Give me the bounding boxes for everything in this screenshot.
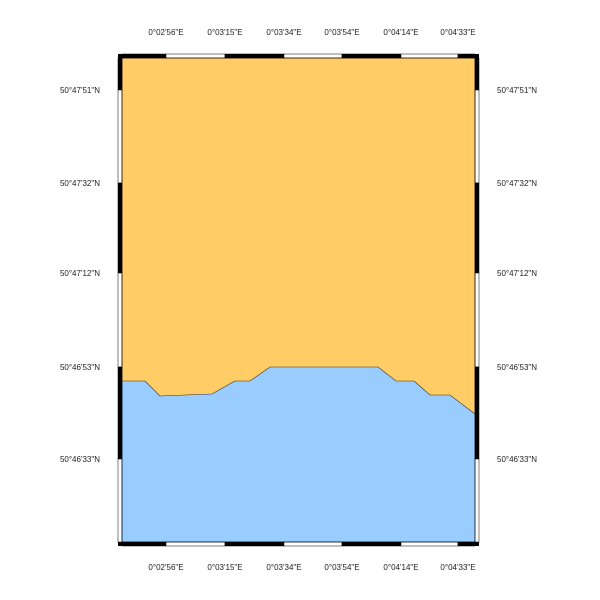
frame-segment	[474, 182, 480, 274]
frame-segment	[341, 541, 402, 547]
lon-label-top: 0°03'54"E	[324, 28, 359, 37]
frame-segment	[121, 541, 167, 547]
lon-label-bottom: 0°04'33"E	[440, 563, 475, 572]
frame-segment	[165, 541, 226, 547]
lat-label-left: 50°47'12"N	[60, 269, 100, 278]
frame-segment	[117, 89, 123, 184]
frame-segment	[474, 458, 480, 543]
frame-segment	[117, 272, 123, 368]
frame-segment	[121, 53, 167, 59]
frame-segment	[117, 57, 123, 91]
lon-label-top: 0°04'33"E	[440, 28, 475, 37]
frame-segment	[117, 182, 123, 274]
frame-segment	[341, 53, 402, 59]
frame-segment	[283, 541, 343, 547]
coastline	[122, 366, 476, 415]
lon-label-top: 0°02'56"E	[148, 28, 183, 37]
map-border	[121, 57, 476, 543]
lon-label-top: 0°03'15"E	[207, 28, 242, 37]
frame-segment	[474, 89, 480, 184]
frame-segment	[224, 541, 285, 547]
lon-label-bottom: 0°03'15"E	[207, 563, 242, 572]
frame-segment	[475, 542, 479, 546]
lon-label-bottom: 0°03'34"E	[266, 563, 301, 572]
lat-label-left: 50°46'53"N	[60, 363, 100, 372]
frame-segment	[474, 272, 480, 368]
frame-segment	[475, 54, 479, 58]
lon-label-top: 0°03'34"E	[266, 28, 301, 37]
lat-label-right: 50°47'12"N	[497, 269, 537, 278]
frame-segment	[457, 53, 476, 59]
water-area	[122, 367, 475, 542]
frame-segment	[165, 53, 226, 59]
lat-label-right: 50°47'32"N	[497, 179, 537, 188]
frame-segment	[118, 54, 122, 58]
frame-segment	[474, 366, 480, 460]
lat-label-left: 50°47'32"N	[60, 179, 100, 188]
frame-segment	[400, 53, 459, 59]
frame-segment	[224, 53, 285, 59]
map-frame	[117, 53, 480, 547]
lon-label-bottom: 0°04'14"E	[383, 563, 418, 572]
lat-label-right: 50°47'51"N	[497, 86, 537, 95]
lat-label-left: 50°46'33"N	[60, 455, 100, 464]
frame-segment	[118, 542, 122, 546]
lon-label-bottom: 0°02'56"E	[148, 563, 183, 572]
graticule-labels: 0°02'56"E 0°03'15"E 0°03'34"E 0°03'54"E …	[60, 28, 537, 572]
frame-segment	[457, 541, 476, 547]
lon-label-bottom: 0°03'54"E	[324, 563, 359, 572]
frame-segment	[283, 53, 343, 59]
lat-label-right: 50°46'53"N	[497, 363, 537, 372]
lat-label-left: 50°47'51"N	[60, 86, 100, 95]
frame-segment	[400, 541, 459, 547]
frame-segment	[117, 458, 123, 543]
lat-label-right: 50°46'33"N	[497, 455, 537, 464]
frame-segment	[474, 57, 480, 91]
frame-segment	[117, 366, 123, 460]
lon-label-top: 0°04'14"E	[383, 28, 418, 37]
